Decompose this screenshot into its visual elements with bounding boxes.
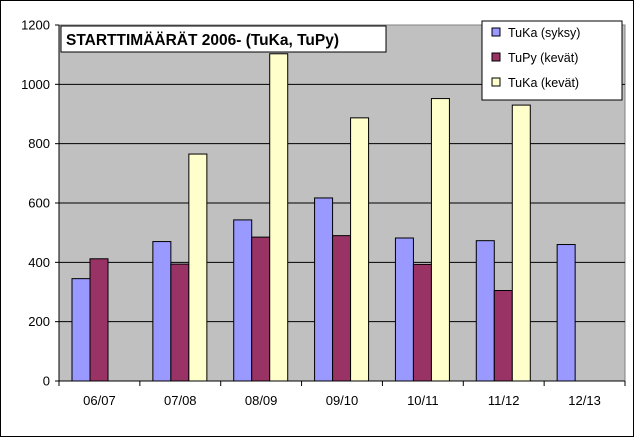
bar-tuka-kev-t-11-12	[511, 104, 531, 382]
bar-tuka-kev-t-10-11	[430, 98, 450, 382]
y-tick-label: 400	[28, 255, 50, 270]
x-tick-label: 12/13	[568, 393, 601, 408]
bars	[71, 53, 576, 382]
x-tick-label: 10/11	[407, 393, 439, 408]
x-axis-ticks: 06/07 07/08 08/09 09/10 10/11 11/12 12/13	[58, 381, 626, 408]
x-tick-label: 08/09	[245, 393, 278, 408]
y-tick-label: 0	[43, 374, 50, 389]
y-tick-label: 600	[28, 196, 50, 211]
legend-label: TuKa (syksy)	[508, 26, 580, 40]
bar-tuka-syksy-11-12	[475, 240, 495, 382]
y-tick-label: 200	[28, 314, 50, 329]
bar-tuka-kev-t-08-09	[269, 53, 289, 382]
chart-title: STARTTIMÄÄRÄT 2006- (TuKa, TuPy)	[60, 25, 387, 53]
bar-tupy-kev-t-06-07	[89, 258, 109, 382]
legend-swatch	[491, 27, 501, 37]
x-tick-label: 09/10	[326, 393, 359, 408]
bar-tuka-syksy-12-13	[556, 244, 576, 382]
legend: TuKa (syksy) TuPy (kevät) TuKa (kevät)	[481, 20, 623, 101]
legend-swatch	[491, 77, 501, 87]
bar-tuka-syksy-08-09	[233, 219, 253, 382]
bar-tuka-kev-t-09-10	[350, 117, 370, 382]
x-tick-label: 11/12	[488, 393, 520, 408]
y-tick-label: 1000	[21, 77, 50, 92]
bar-tuka-syksy-10-11	[394, 237, 414, 382]
chart-title-box	[60, 25, 387, 53]
bar-tupy-kev-t-07-08	[170, 263, 190, 382]
bar-tupy-kev-t-11-12	[493, 290, 513, 382]
bar-tupy-kev-t-08-09	[251, 236, 271, 382]
bar-tuka-syksy-06-07	[71, 278, 91, 382]
bar-tuka-syksy-07-08	[152, 241, 172, 382]
legend-label: TuPy (kevät)	[508, 51, 578, 65]
legend-label: TuKa (kevät)	[508, 76, 579, 90]
bar-tupy-kev-t-10-11	[412, 263, 432, 382]
bar-tupy-kev-t-09-10	[332, 235, 352, 382]
y-axis-ticks: 0 200 400 600 800 1000 1200	[21, 18, 59, 389]
y-tick-label: 1200	[21, 18, 50, 33]
chart-title-text: STARTTIMÄÄRÄT 2006- (TuKa, TuPy)	[66, 32, 339, 49]
x-tick-label: 06/07	[83, 393, 116, 408]
y-tick-label: 800	[28, 136, 50, 151]
bar-tuka-syksy-09-10	[314, 197, 334, 382]
bar-tuka-kev-t-07-08	[188, 153, 208, 382]
x-tick-label: 07/08	[164, 393, 197, 408]
legend-box	[481, 20, 623, 101]
legend-swatch	[491, 52, 501, 62]
